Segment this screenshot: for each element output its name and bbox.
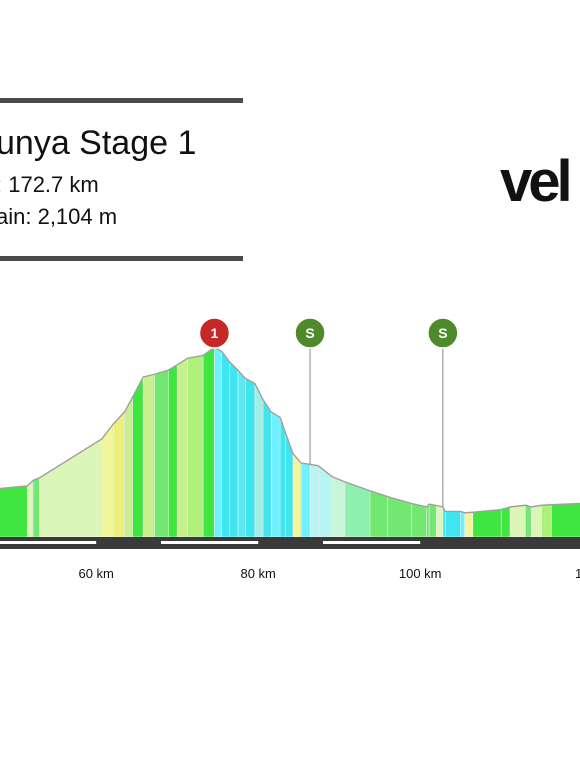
elevation-gain-text: ain: 2,104 m: [0, 204, 118, 229]
profile-segment: [369, 490, 389, 538]
stage-title: unya Stage 1: [0, 124, 197, 162]
profile-segment: [32, 477, 40, 538]
profile-segment: [426, 503, 430, 538]
profile-segment: [229, 361, 239, 538]
profile-segment: [309, 464, 319, 538]
profile-segment: [331, 476, 346, 538]
distance-text: : 172.7 km: [0, 172, 99, 197]
profile-segment: [262, 398, 272, 538]
profile-segment: [244, 377, 256, 538]
profile-segment: [168, 364, 178, 538]
profile-markers: 1 S S: [198, 317, 459, 507]
profile-segment: [27, 479, 34, 538]
profile-segment: [142, 373, 155, 538]
profile-segment: [0, 485, 28, 538]
profile-segment: [300, 462, 311, 538]
marker-label: 1: [211, 325, 219, 341]
elevation-profile-chart: 1 S S 60 km 80 km 100 km 12: [0, 317, 580, 581]
km-bar-stripe: [323, 541, 421, 544]
profile-segment: [472, 509, 502, 538]
profile-segment: [541, 504, 552, 538]
profile-segment: [154, 369, 169, 538]
profile-segment: [124, 396, 133, 538]
marker-badge: [294, 317, 326, 349]
profile-segment: [292, 452, 302, 538]
profile-segment: [445, 511, 461, 538]
profile-segment: [551, 503, 580, 538]
profile-segment: [112, 411, 125, 538]
x-tick-label: 60 km: [78, 566, 113, 581]
marker-badge: [198, 317, 231, 349]
marker-label: S: [305, 325, 314, 341]
profile-segment: [500, 506, 511, 538]
profile-segment: [428, 503, 437, 538]
profile-segment: [214, 346, 222, 538]
profile-segment: [101, 423, 114, 538]
profile-segment: [464, 511, 474, 538]
profile-segment: [436, 505, 444, 538]
profile-segment: [176, 357, 188, 538]
profile-segment: [317, 465, 333, 538]
profile-segment: [525, 504, 532, 538]
header-rule-bottom: [0, 256, 243, 261]
x-axis-ticks: 60 km 80 km 100 km 12: [78, 566, 580, 581]
x-tick-label: 100 km: [399, 566, 442, 581]
profile-segment: [509, 504, 526, 538]
profile-segment: [187, 355, 204, 538]
profile-outline: [0, 346, 580, 514]
km-bar-base: [0, 537, 580, 549]
profile-segment: [530, 504, 542, 538]
marker-label: S: [438, 325, 447, 341]
profile-segment: [237, 369, 246, 538]
x-tick-label: 80 km: [240, 566, 275, 581]
profile-segment: [132, 376, 144, 538]
header-rule-top: [0, 98, 243, 103]
profile-line: [0, 346, 580, 514]
profile-segment: [270, 411, 281, 538]
profile-segment: [279, 417, 286, 538]
km-bar: [0, 537, 580, 549]
brand-logo: vel: [500, 149, 573, 214]
profile-segment: [254, 383, 264, 538]
km-bar-stripe: [161, 541, 259, 544]
profile-segment: [460, 511, 465, 538]
profile-segment: [221, 350, 231, 538]
profile-segment: [202, 346, 215, 538]
profile-segment: [39, 438, 103, 538]
profile-segments: [0, 346, 580, 538]
profile-segment: [411, 503, 427, 538]
marker-badge: [427, 317, 459, 349]
km-bar-stripe: [0, 541, 97, 544]
x-tick-label: 12: [575, 566, 580, 581]
